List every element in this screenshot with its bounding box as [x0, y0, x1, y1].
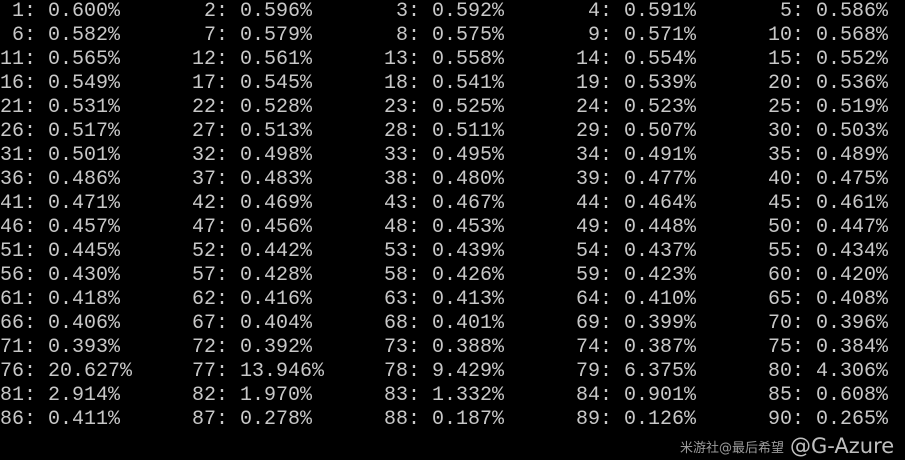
- console-entry-55: 55: 0.434%: [768, 240, 889, 263]
- console-entry-15: 15: 0.552%: [768, 48, 889, 71]
- console-entry-14: 14: 0.554%: [576, 48, 697, 71]
- console-entry-67: 67: 0.404%: [192, 312, 313, 335]
- console-entry-32: 32: 0.498%: [192, 144, 313, 167]
- console-entry-23: 23: 0.525%: [384, 96, 505, 119]
- console-entry-18: 18: 0.541%: [384, 72, 505, 95]
- console-entry-84: 84: 0.901%: [576, 384, 697, 407]
- console-entry-31: 31: 0.501%: [0, 144, 121, 167]
- console-entry-86: 86: 0.411%: [0, 408, 121, 431]
- console-entry-11: 11: 0.565%: [0, 48, 121, 71]
- console-entry-58: 58: 0.426%: [384, 264, 505, 287]
- console-entry-40: 40: 0.475%: [768, 168, 889, 191]
- console-entry-60: 60: 0.420%: [768, 264, 889, 287]
- console-entry-43: 43: 0.467%: [384, 192, 505, 215]
- console-entry-24: 24: 0.523%: [576, 96, 697, 119]
- console-entry-2: 2: 0.596%: [192, 0, 313, 23]
- console-entry-16: 16: 0.549%: [0, 72, 121, 95]
- console-entry-35: 35: 0.489%: [768, 144, 889, 167]
- console-entry-57: 57: 0.428%: [192, 264, 313, 287]
- console-entry-52: 52: 0.442%: [192, 240, 313, 263]
- console-entry-82: 82: 1.970%: [192, 384, 313, 407]
- console-entry-3: 3: 0.592%: [384, 0, 505, 23]
- console-entry-53: 53: 0.439%: [384, 240, 505, 263]
- console-entry-30: 30: 0.503%: [768, 120, 889, 143]
- watermark-author: @G-Azure: [790, 434, 895, 458]
- console-entry-65: 65: 0.408%: [768, 288, 889, 311]
- console-entry-70: 70: 0.396%: [768, 312, 889, 335]
- console-entry-61: 61: 0.418%: [0, 288, 121, 311]
- watermark-source: 米游社@最后希望: [680, 441, 785, 456]
- console-entry-9: 9: 0.571%: [576, 24, 697, 47]
- console-entry-39: 39: 0.477%: [576, 168, 697, 191]
- console-entry-75: 75: 0.384%: [768, 336, 889, 359]
- console-output: 1: 0.600% 2: 0.596% 3: 0.592% 4: 0.591% …: [0, 0, 889, 431]
- console-entry-28: 28: 0.511%: [384, 120, 505, 143]
- console-entry-72: 72: 0.392%: [192, 336, 313, 359]
- console-entry-8: 8: 0.575%: [384, 24, 505, 47]
- console-entry-22: 22: 0.528%: [192, 96, 313, 119]
- console-entry-20: 20: 0.536%: [768, 72, 889, 95]
- console-entry-83: 83: 1.332%: [384, 384, 505, 407]
- console-entry-80: 80: 4.306%: [768, 360, 889, 383]
- console-entry-89: 89: 0.126%: [576, 408, 697, 431]
- console-entry-12: 12: 0.561%: [192, 48, 313, 71]
- console-entry-54: 54: 0.437%: [576, 240, 697, 263]
- console-entry-46: 46: 0.457%: [0, 216, 121, 239]
- console-entry-1: 1: 0.600%: [0, 0, 121, 23]
- console-entry-48: 48: 0.453%: [384, 216, 505, 239]
- console-entry-85: 85: 0.608%: [768, 384, 889, 407]
- console-entry-79: 79: 6.375%: [576, 360, 697, 383]
- console-entry-13: 13: 0.558%: [384, 48, 505, 71]
- console-entry-44: 44: 0.464%: [576, 192, 697, 215]
- console-entry-56: 56: 0.430%: [0, 264, 121, 287]
- console-entry-10: 10: 0.568%: [768, 24, 889, 47]
- console-entry-34: 34: 0.491%: [576, 144, 697, 167]
- console-entry-5: 5: 0.586%: [768, 0, 889, 23]
- console-entry-41: 41: 0.471%: [0, 192, 121, 215]
- console-entry-21: 21: 0.531%: [0, 96, 121, 119]
- console-entry-19: 19: 0.539%: [576, 72, 697, 95]
- console-entry-71: 71: 0.393%: [0, 336, 121, 359]
- console-entry-68: 68: 0.401%: [384, 312, 505, 335]
- console-entry-73: 73: 0.388%: [384, 336, 505, 359]
- console-entry-63: 63: 0.413%: [384, 288, 505, 311]
- console-entry-36: 36: 0.486%: [0, 168, 121, 191]
- console-entry-51: 51: 0.445%: [0, 240, 121, 263]
- console-entry-29: 29: 0.507%: [576, 120, 697, 143]
- console-entry-74: 74: 0.387%: [576, 336, 697, 359]
- console-entry-45: 45: 0.461%: [768, 192, 889, 215]
- console-entry-33: 33: 0.495%: [384, 144, 505, 167]
- console-entry-7: 7: 0.579%: [192, 24, 313, 47]
- console-entry-69: 69: 0.399%: [576, 312, 697, 335]
- console-entry-37: 37: 0.483%: [192, 168, 313, 191]
- console-entry-25: 25: 0.519%: [768, 96, 889, 119]
- console-entry-66: 66: 0.406%: [0, 312, 121, 335]
- console-entry-38: 38: 0.480%: [384, 168, 505, 191]
- console-entry-49: 49: 0.448%: [576, 216, 697, 239]
- console-entry-50: 50: 0.447%: [768, 216, 889, 239]
- console-entry-88: 88: 0.187%: [384, 408, 505, 431]
- console-entry-26: 26: 0.517%: [0, 120, 121, 143]
- console-entry-78: 78: 9.429%: [384, 360, 505, 383]
- console-entry-76: 76: 20.627%: [0, 360, 133, 383]
- console-entry-27: 27: 0.513%: [192, 120, 313, 143]
- console-entry-6: 6: 0.582%: [0, 24, 121, 47]
- console-entry-42: 42: 0.469%: [192, 192, 313, 215]
- console-entry-62: 62: 0.416%: [192, 288, 313, 311]
- console-entry-47: 47: 0.456%: [192, 216, 313, 239]
- console-entry-4: 4: 0.591%: [576, 0, 697, 23]
- console-entry-81: 81: 2.914%: [0, 384, 121, 407]
- console-entry-59: 59: 0.423%: [576, 264, 697, 287]
- console-entry-64: 64: 0.410%: [576, 288, 697, 311]
- console-entry-77: 77: 13.946%: [192, 360, 325, 383]
- console-entry-17: 17: 0.545%: [192, 72, 313, 95]
- console-entry-90: 90: 0.265%: [768, 408, 889, 431]
- console-entry-87: 87: 0.278%: [192, 408, 313, 431]
